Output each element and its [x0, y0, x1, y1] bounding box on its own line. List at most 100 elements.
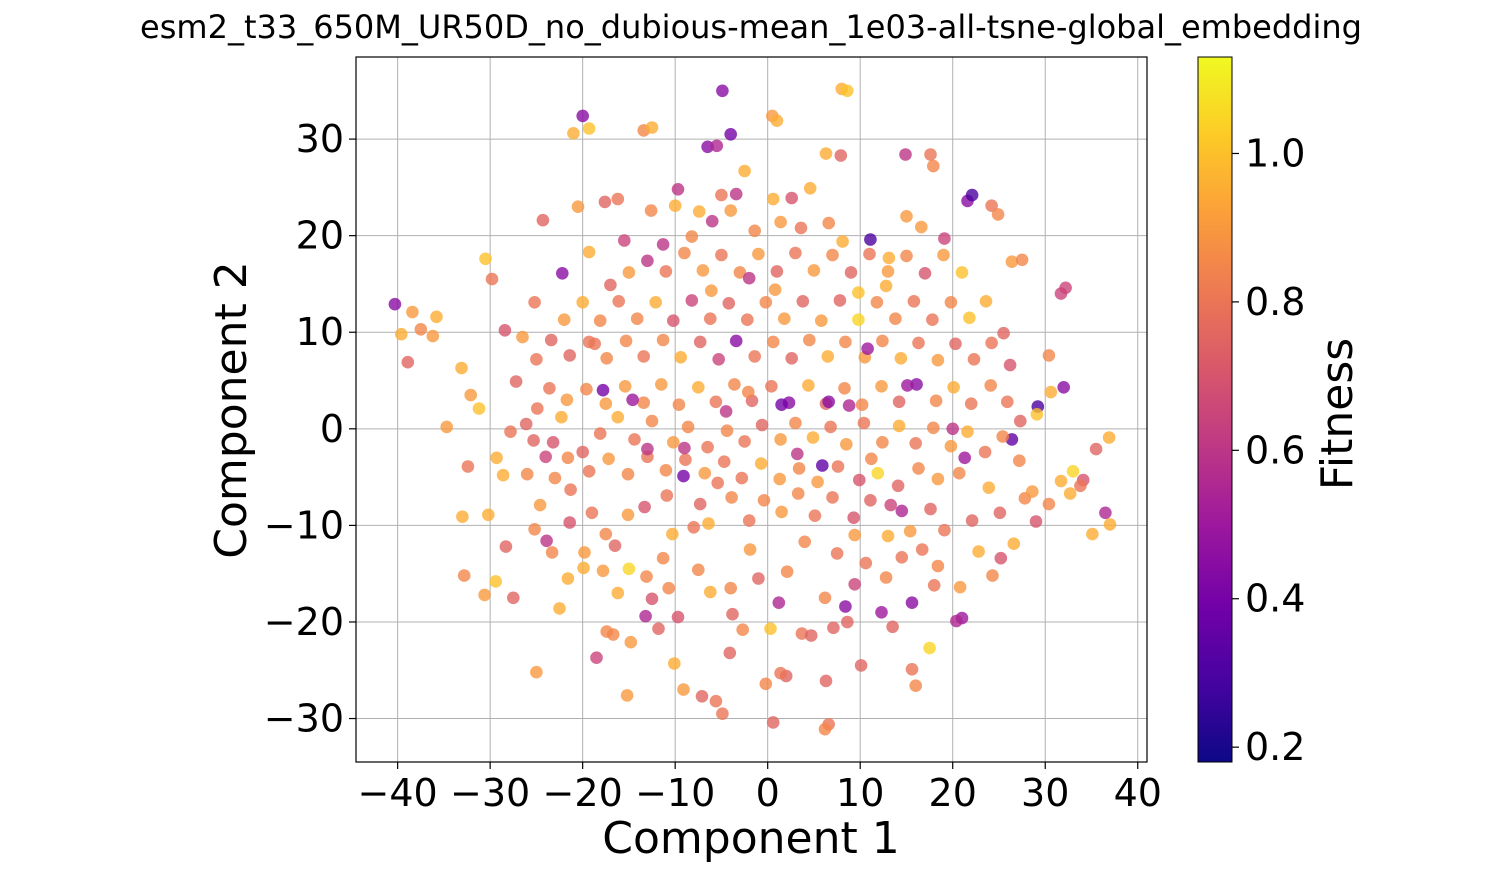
- scatter-point: [577, 561, 590, 575]
- scatter-point: [599, 527, 613, 541]
- scatter-point: [774, 666, 787, 680]
- scatter-point: [839, 600, 852, 613]
- scatter-point: [564, 483, 577, 497]
- scatter-point: [701, 440, 714, 454]
- scatter-point: [561, 451, 575, 465]
- scatter-point: [672, 398, 686, 412]
- scatter-point: [668, 657, 681, 670]
- scatter-point: [590, 651, 603, 664]
- scatter-point: [528, 296, 541, 309]
- scatter-point: [870, 296, 884, 309]
- scatter-point: [978, 445, 992, 459]
- colorbar-ticks: 0.2 0.4 0.6 0.8 1.0: [1232, 131, 1305, 769]
- scatter-point: [576, 109, 589, 123]
- x-tick-label: −10: [635, 771, 715, 815]
- colorbar: [1197, 56, 1233, 763]
- scatter-point: [778, 312, 791, 326]
- scatter-point: [557, 313, 571, 327]
- scatter-point: [388, 297, 402, 311]
- scatter-point: [582, 122, 596, 135]
- scatter-point: [620, 689, 634, 702]
- scatter-point: [553, 602, 566, 615]
- scatter-point: [710, 139, 724, 153]
- scatter-point: [602, 452, 615, 466]
- scatter-point: [630, 312, 644, 326]
- scatter-point: [815, 314, 828, 328]
- scatter-point: [775, 505, 788, 519]
- scatter-point: [907, 295, 921, 308]
- plot-area-frame: [355, 56, 1148, 763]
- scatter-point: [1007, 537, 1021, 550]
- scatter-point: [892, 395, 906, 409]
- scatter-point: [593, 427, 607, 440]
- scatter-point: [961, 425, 974, 439]
- scatter-point: [985, 336, 998, 350]
- scatter-point: [803, 182, 817, 195]
- scatter-point: [571, 200, 585, 213]
- scatter-point: [507, 591, 520, 605]
- scatter-point: [754, 457, 768, 470]
- scatter-point: [698, 466, 712, 480]
- scatter-point: [857, 416, 871, 430]
- x-tick-label: 0: [756, 771, 780, 815]
- scatter-point: [884, 498, 897, 512]
- scatter-point: [738, 435, 751, 448]
- scatter-point: [660, 489, 674, 502]
- scatter-point: [608, 539, 622, 552]
- scatter-point: [715, 188, 728, 202]
- scatter-point: [946, 422, 959, 436]
- scatter-point: [641, 254, 654, 268]
- scatter-point: [644, 204, 658, 217]
- scatter-point: [545, 546, 559, 559]
- scatter-point: [742, 385, 755, 399]
- scatter-point: [499, 540, 513, 553]
- scatter-point: [704, 312, 717, 326]
- scatter-point: [910, 378, 923, 391]
- scatter-point: [705, 214, 719, 228]
- scatter-point: [621, 508, 635, 522]
- scatter-point: [729, 334, 743, 348]
- scatter-point: [953, 580, 967, 594]
- scatter-point: [927, 579, 941, 592]
- y-tick-label: −10: [264, 503, 344, 547]
- scatter-point: [967, 353, 981, 366]
- scatter-point: [757, 494, 771, 507]
- scatter-point: [1103, 518, 1117, 531]
- scatter-point: [593, 314, 607, 328]
- scatter-point: [1015, 253, 1029, 267]
- scatter-point: [909, 679, 922, 692]
- scatter-point: [455, 361, 468, 375]
- scatter-point: [1054, 287, 1068, 300]
- scatter-point: [498, 324, 512, 337]
- scatter-point: [854, 659, 868, 672]
- scatter-point: [765, 380, 778, 393]
- scatter-point: [621, 467, 635, 481]
- scatter-point: [560, 393, 574, 407]
- scatter-point: [1014, 414, 1027, 428]
- scatter-point: [709, 694, 723, 708]
- scatter-point: [681, 420, 695, 434]
- x-tick-label: −40: [358, 771, 438, 815]
- scatter-point: [785, 191, 798, 205]
- scatter-point: [520, 467, 534, 481]
- scatter-point: [622, 266, 636, 279]
- scatter-point: [834, 149, 848, 162]
- scatter-point: [879, 571, 893, 584]
- scatter-point: [789, 246, 802, 260]
- scatter-point: [414, 323, 428, 336]
- scatter-point: [406, 305, 419, 319]
- scatter-point: [964, 397, 978, 411]
- scatter-point: [792, 462, 806, 475]
- scatter-point: [899, 148, 912, 161]
- scatter-point: [742, 271, 756, 285]
- scatter-point: [622, 562, 636, 576]
- scatter-point: [915, 543, 929, 556]
- scatter-point: [822, 395, 835, 409]
- scatter-point: [685, 230, 699, 243]
- scatter-point: [831, 460, 845, 473]
- scatter-point: [640, 570, 653, 583]
- scatter-point: [742, 514, 756, 527]
- scatter-point: [965, 514, 979, 527]
- scatter-point: [667, 314, 680, 328]
